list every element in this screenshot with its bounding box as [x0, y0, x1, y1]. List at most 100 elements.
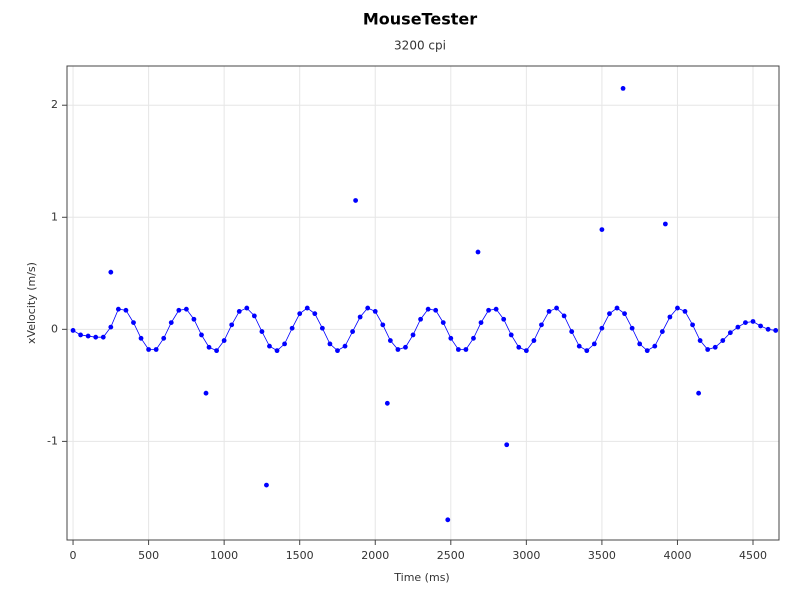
data-point — [425, 306, 431, 312]
data-point — [206, 344, 212, 350]
data-point — [493, 306, 499, 312]
data-point — [614, 305, 620, 311]
data-point — [445, 517, 451, 523]
data-point — [395, 347, 401, 352]
data-point — [662, 221, 668, 227]
data-point — [682, 309, 688, 314]
data-point — [221, 338, 227, 343]
data-point — [403, 344, 408, 350]
x-axis-label: Time (ms) — [393, 571, 449, 584]
data-point — [475, 249, 481, 255]
data-point — [727, 330, 733, 336]
data-point — [531, 338, 537, 343]
data-point — [183, 306, 189, 312]
data-point — [236, 309, 242, 314]
data-point — [620, 86, 626, 91]
grid — [62, 66, 779, 545]
data-point — [161, 335, 167, 341]
data-point — [697, 338, 703, 343]
y-tick-label: 1 — [51, 210, 58, 223]
data-point — [199, 332, 204, 338]
plot-frame — [66, 65, 780, 541]
data-point — [675, 305, 680, 311]
data-point — [267, 343, 272, 349]
y-tick-label: 0 — [51, 322, 58, 335]
data-point — [501, 316, 507, 322]
data-point — [289, 325, 295, 331]
data-point — [433, 307, 439, 313]
data-point — [591, 341, 597, 347]
data-point — [115, 306, 121, 312]
x-tick-label: 3000 — [512, 549, 540, 562]
data-point — [644, 348, 650, 354]
data-point — [659, 329, 665, 334]
data-point — [244, 305, 250, 311]
data-point — [539, 322, 544, 328]
data-point — [350, 329, 355, 334]
data-point — [743, 320, 748, 326]
data-point — [365, 305, 371, 311]
data-point — [652, 343, 658, 349]
data-point — [696, 390, 702, 396]
x-tick-label: 2000 — [361, 549, 389, 562]
data-point — [765, 326, 771, 332]
y-axis-label: xVelocity (m/s) — [25, 262, 38, 344]
data-point — [584, 348, 590, 354]
data-point — [342, 343, 348, 349]
data-point — [554, 305, 559, 311]
data-point — [176, 307, 182, 313]
data-point — [750, 319, 756, 324]
x-tick-label: 4500 — [739, 549, 767, 562]
data-point — [629, 325, 635, 331]
x-tick-label: 3500 — [588, 549, 616, 562]
data-point — [637, 341, 643, 347]
data-point — [504, 442, 510, 448]
data-point — [131, 320, 136, 326]
data-point — [319, 325, 325, 331]
data-point — [478, 320, 484, 326]
data-point — [123, 307, 129, 313]
data-point — [569, 329, 575, 334]
data-point — [486, 307, 491, 313]
x-tick-label: 2500 — [437, 549, 465, 562]
data-point — [448, 335, 454, 341]
data-point — [471, 335, 476, 341]
data-point — [274, 348, 280, 354]
data-point — [455, 347, 461, 352]
data-point — [418, 316, 423, 322]
data-point — [108, 269, 114, 275]
data-point — [516, 344, 522, 350]
data-point — [372, 309, 378, 314]
data-point — [576, 343, 582, 349]
data-point — [384, 400, 390, 406]
data-point — [380, 322, 386, 328]
x-tick-label: 1500 — [286, 549, 314, 562]
data-point — [357, 314, 363, 320]
data-point — [523, 348, 529, 354]
plot — [70, 86, 779, 523]
data-point — [108, 324, 114, 330]
data-point — [546, 309, 552, 314]
data-point — [327, 341, 333, 347]
data-point — [561, 313, 567, 319]
data-point — [773, 328, 779, 333]
data-point — [191, 316, 197, 322]
data-point — [508, 332, 514, 338]
data-point — [387, 338, 393, 343]
y-tick-label: -1 — [47, 434, 58, 447]
data-point — [720, 338, 726, 343]
data-point — [214, 348, 219, 354]
data-point — [705, 347, 711, 352]
x-tick-label: 0 — [70, 549, 77, 562]
data-point — [410, 332, 416, 338]
data-point — [463, 347, 469, 352]
data-point — [203, 390, 209, 396]
data-point — [758, 323, 763, 329]
data-point — [622, 311, 627, 317]
data-point — [667, 314, 673, 320]
data-point — [153, 347, 159, 352]
data-point — [93, 334, 99, 340]
data-point — [690, 322, 695, 328]
